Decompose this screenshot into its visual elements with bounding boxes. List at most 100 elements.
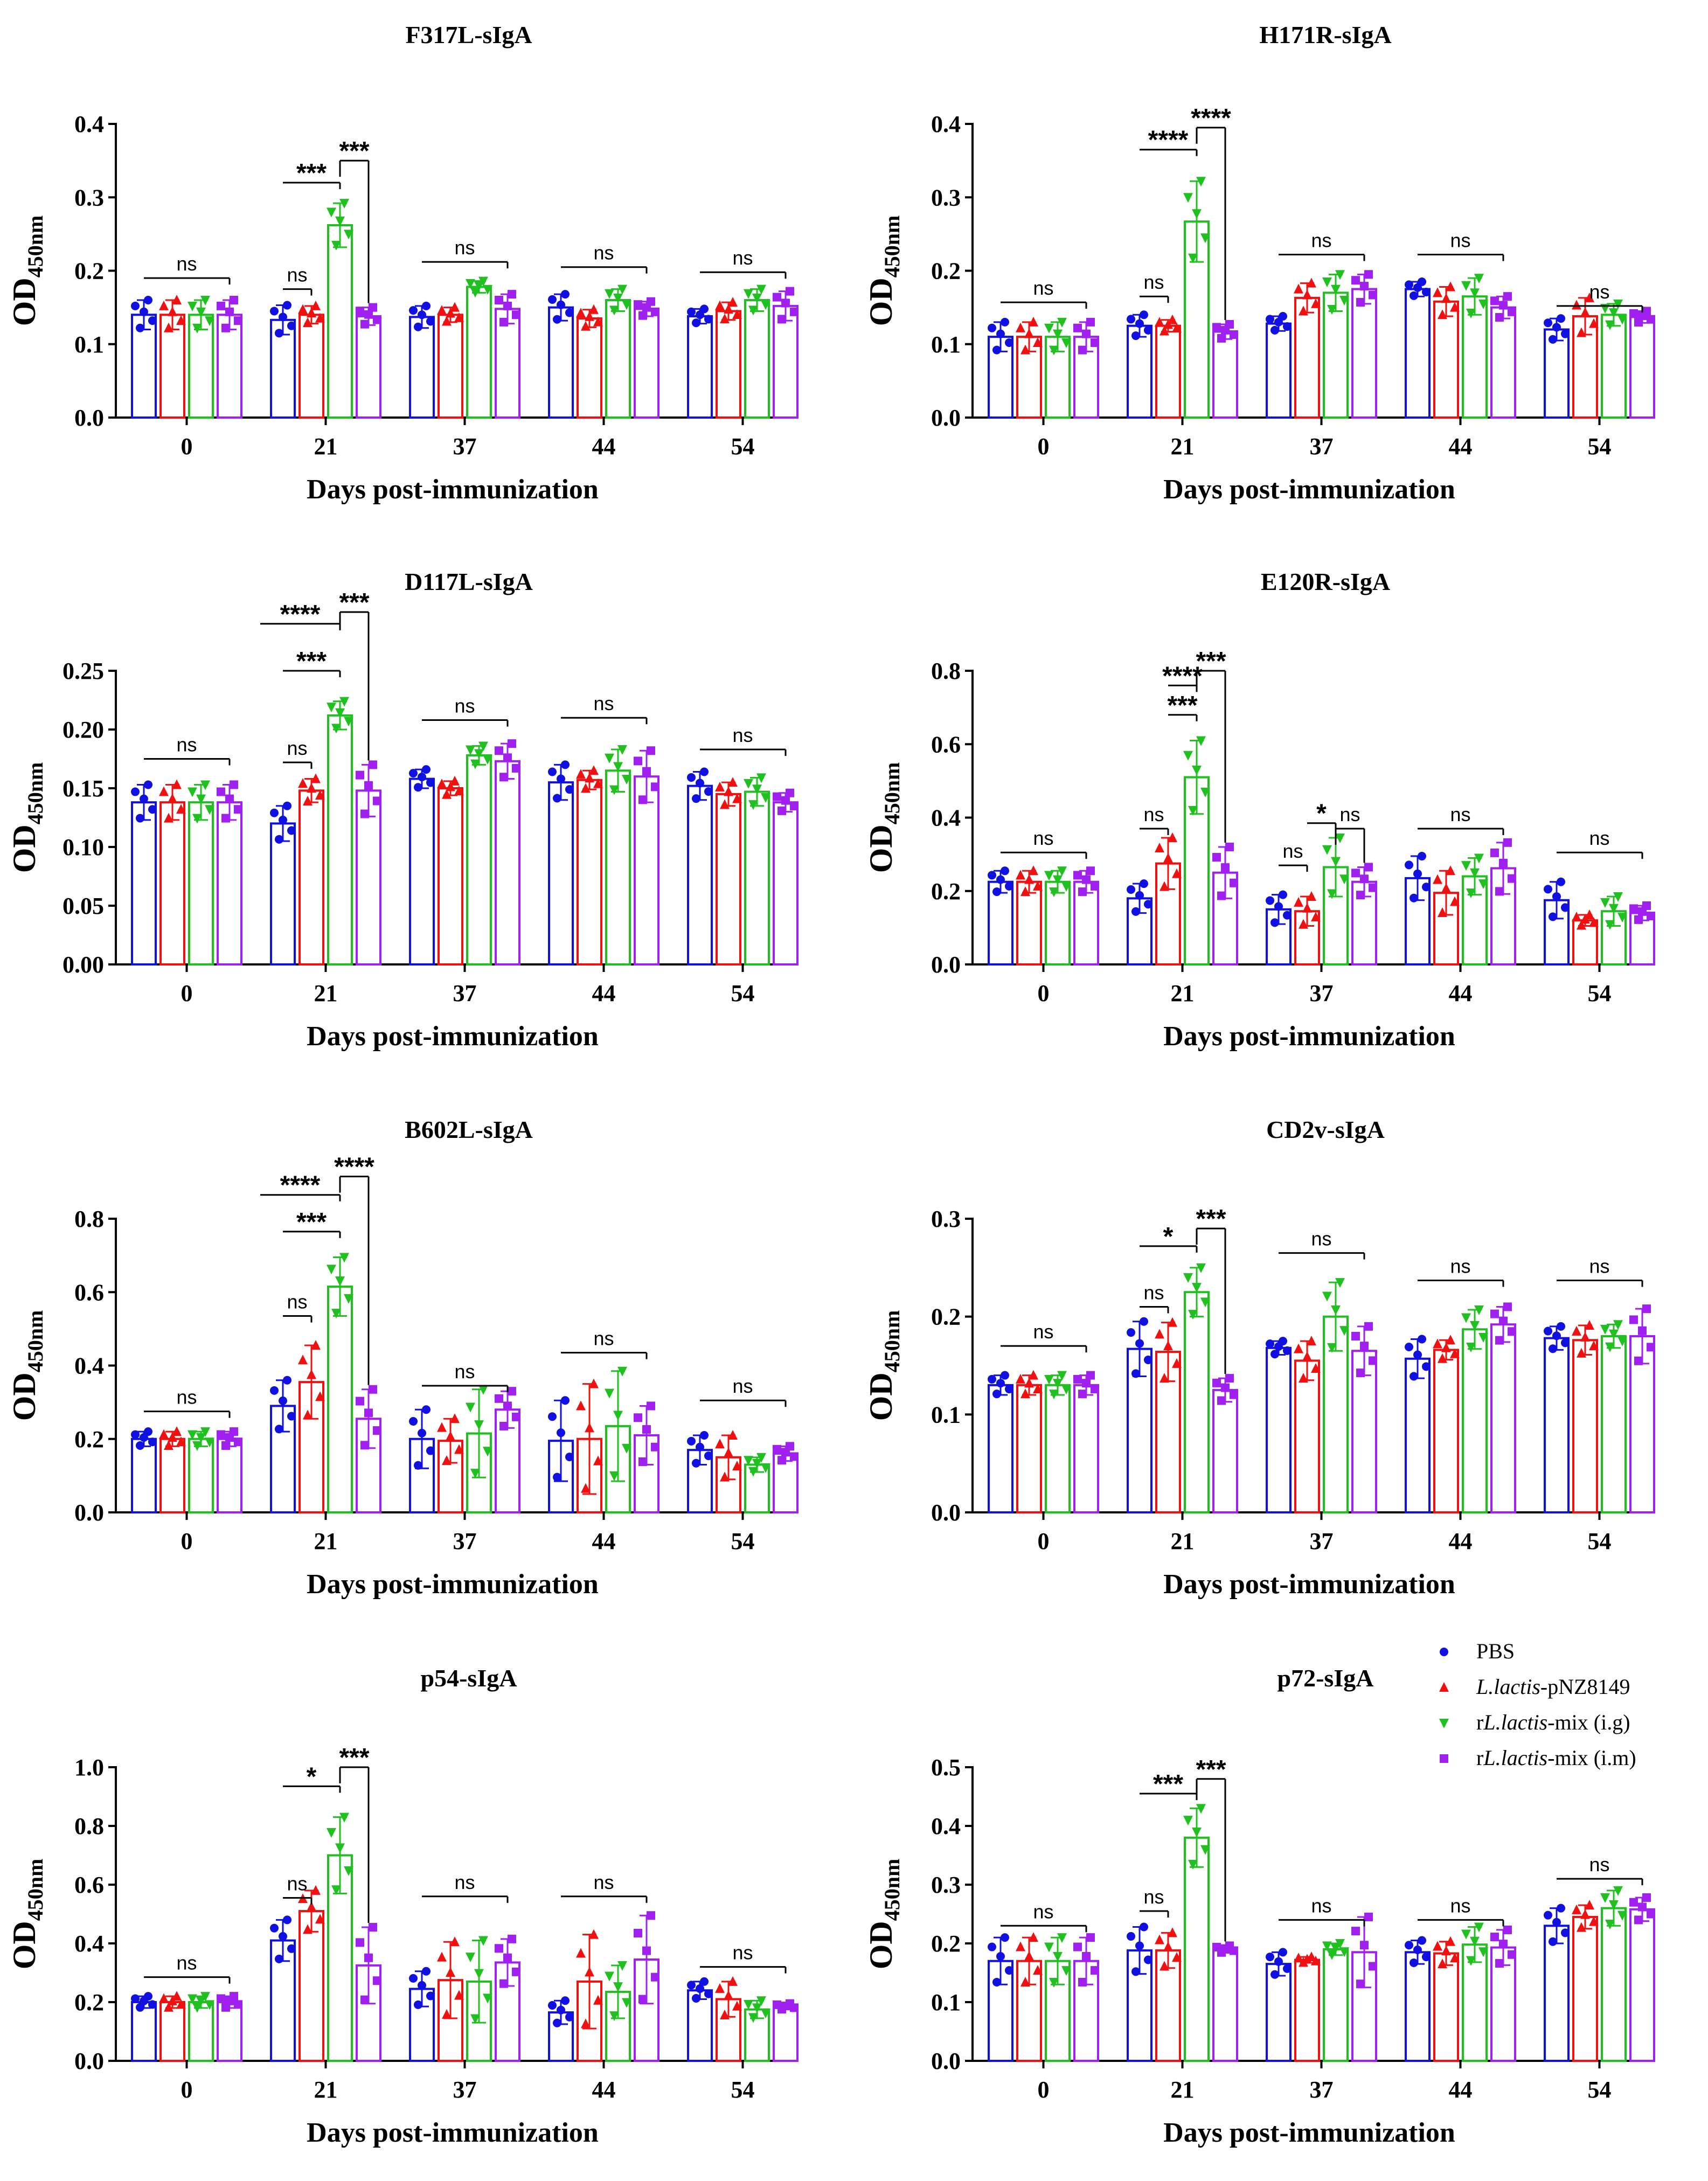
- data-point: [1572, 300, 1581, 310]
- significance-label: ns: [454, 1871, 475, 1893]
- legend-marker: [1440, 1648, 1448, 1656]
- data-point: [1188, 253, 1198, 263]
- data-point: [786, 287, 794, 296]
- data-point: [1053, 1951, 1063, 1962]
- data-point: [446, 308, 455, 318]
- data-point: [790, 2003, 799, 2012]
- bar: [634, 308, 659, 419]
- data-point: [1356, 891, 1365, 900]
- data-point: [1441, 293, 1451, 303]
- data-point: [1600, 898, 1610, 908]
- significance-bracket: ns: [144, 1952, 231, 1984]
- data-point: [1283, 1346, 1292, 1355]
- data-point: [557, 300, 565, 309]
- bar: [1266, 1346, 1292, 1514]
- bar: [1184, 1836, 1210, 2062]
- data-point: [1638, 1902, 1647, 1912]
- data-point: [168, 793, 177, 803]
- data-point: [1552, 323, 1561, 332]
- data-point: [1335, 270, 1345, 280]
- significance-label: ns: [287, 1873, 307, 1895]
- data-point: [1044, 323, 1054, 334]
- data-point: [1470, 288, 1480, 298]
- data-point: [298, 778, 308, 788]
- data-point: [728, 1429, 738, 1440]
- data-point: [1438, 1353, 1447, 1363]
- data-point: [1131, 1967, 1140, 1976]
- data-point: [176, 315, 186, 325]
- x-tick-label: 21: [1171, 2076, 1195, 2103]
- data-point: [1638, 1326, 1647, 1335]
- data-point: [1647, 315, 1655, 324]
- data-point: [605, 1971, 614, 1982]
- data-point: [483, 284, 492, 295]
- bar: [548, 306, 574, 419]
- legend-item: rL.lactis-mix (i.m): [1440, 1746, 1636, 1770]
- data-point: [499, 773, 508, 782]
- significance-label: ns: [1311, 230, 1331, 252]
- data-point: [1360, 874, 1369, 884]
- data-point: [744, 289, 753, 299]
- significance-bracket: ns: [1418, 230, 1504, 261]
- bar: [1544, 1925, 1570, 2062]
- data-point: [1086, 1371, 1095, 1380]
- data-point: [1495, 1336, 1504, 1345]
- data-point: [1322, 1941, 1332, 1951]
- data-point: [478, 741, 488, 752]
- data-point: [1446, 1936, 1455, 1946]
- data-point: [553, 794, 561, 803]
- data-point: [1577, 920, 1586, 930]
- data-point: [1183, 1816, 1193, 1826]
- x-tick-label: 44: [592, 2076, 616, 2103]
- data-point: [1478, 1947, 1488, 1957]
- data-point: [1086, 1933, 1095, 1942]
- data-point: [437, 779, 447, 789]
- legend-label-rest: -mix (i.m): [1547, 1746, 1636, 1770]
- data-point: [307, 1369, 316, 1379]
- data-point: [503, 1401, 512, 1411]
- data-point: [790, 802, 799, 811]
- data-point: [1580, 1331, 1590, 1342]
- data-point: [761, 300, 770, 310]
- x-tick-label: 54: [1588, 980, 1612, 1006]
- significance-bracket: ns: [1279, 1894, 1365, 1927]
- data-point: [1508, 307, 1516, 316]
- data-point: [196, 1996, 206, 2006]
- data-point: [642, 1425, 651, 1434]
- data-point: [437, 1422, 447, 1432]
- data-point: [752, 1458, 762, 1469]
- significance-label: ns: [287, 1291, 307, 1313]
- y-tick-label: 0.1: [74, 331, 104, 358]
- significance-label: ns: [1450, 1255, 1470, 1277]
- data-point: [1230, 878, 1238, 887]
- data-point: [557, 2005, 565, 2015]
- panel-f317l-siga: F317L-sIgA 0.0 0.1 0.2 0.3 0.4 0 21 37 44 54 Days p…: [6, 21, 799, 505]
- data-point: [704, 787, 713, 796]
- x-tick-label: 21: [1171, 980, 1195, 1006]
- data-point: [692, 794, 700, 803]
- significance-label: ****: [280, 1171, 321, 1200]
- y-axis-label: OD450nm: [6, 762, 47, 873]
- data-point: [344, 230, 353, 240]
- data-point: [692, 318, 700, 328]
- data-point: [1617, 913, 1627, 923]
- data-point: [442, 316, 452, 326]
- data-point: [1135, 1941, 1144, 1950]
- data-point: [409, 1417, 418, 1426]
- x-tick-label: 0: [181, 433, 193, 460]
- x-tick-label: 37: [453, 1528, 477, 1554]
- data-point: [1307, 1336, 1316, 1346]
- data-point: [565, 2012, 574, 2022]
- data-point: [418, 773, 426, 782]
- data-point: [715, 1439, 725, 1449]
- panel-title: F317L-sIgA: [405, 21, 532, 48]
- data-point: [692, 1458, 700, 1468]
- data-point: [1490, 296, 1499, 305]
- significance-bracket: ***: [1196, 647, 1226, 843]
- bar: [1351, 288, 1377, 419]
- data-point: [136, 1441, 144, 1450]
- data-point: [512, 1412, 520, 1421]
- significance-label: ***: [296, 647, 327, 676]
- data-point: [1629, 309, 1638, 318]
- significance-label: ns: [1143, 1886, 1164, 1908]
